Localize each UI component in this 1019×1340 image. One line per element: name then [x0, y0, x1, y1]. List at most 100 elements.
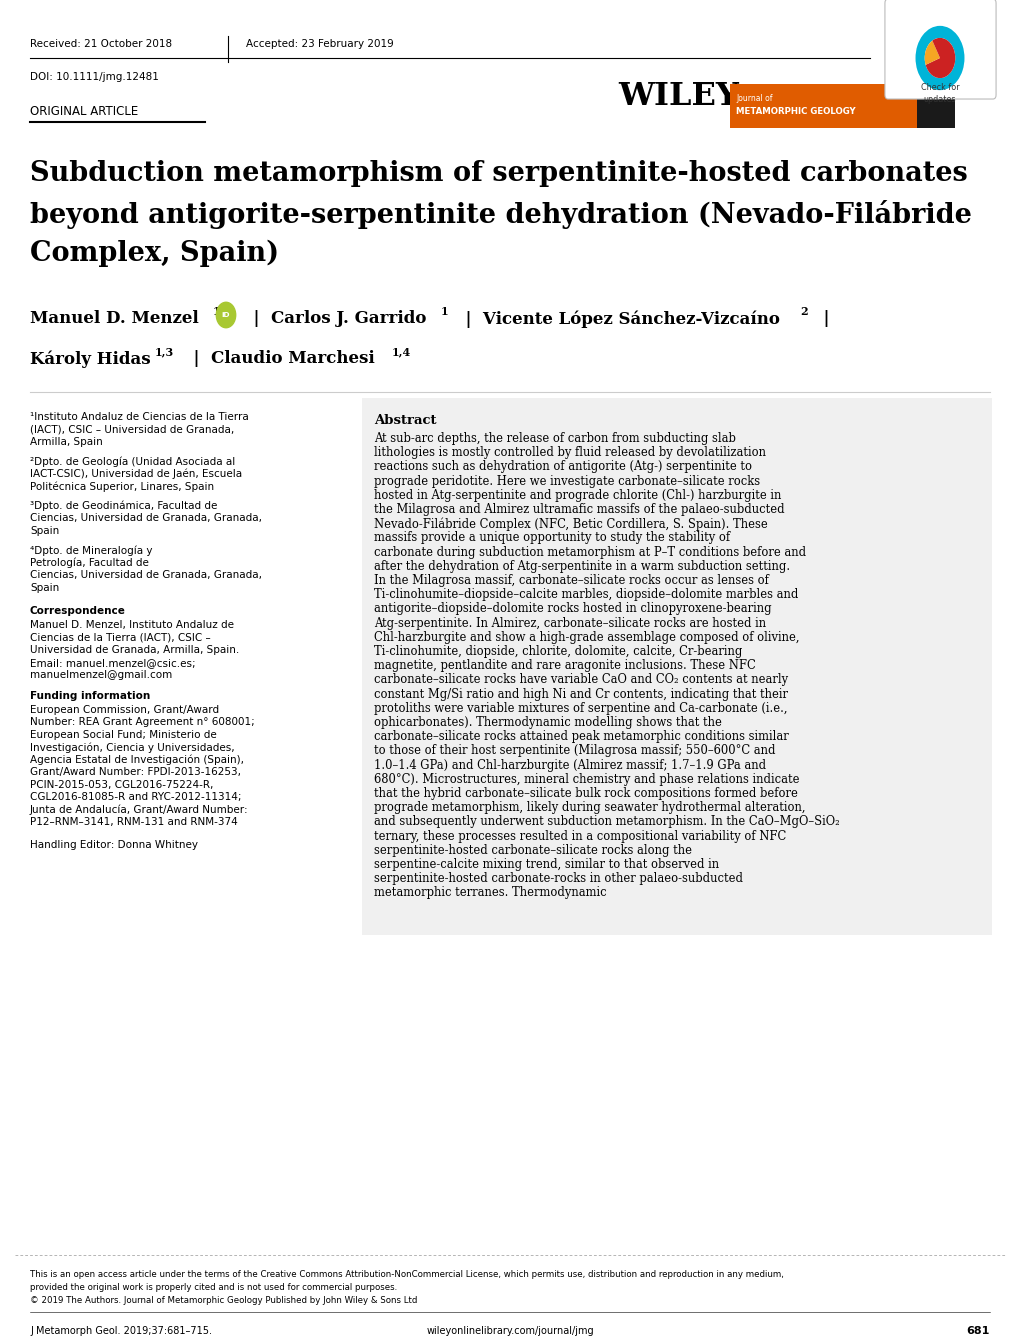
Text: Abstract: Abstract [374, 414, 436, 427]
Text: Ti-clinohumite–diopside–calcite marbles, diopside–dolomite marbles and: Ti-clinohumite–diopside–calcite marbles,… [374, 588, 798, 602]
Text: METAMORPHIC GEOLOGY: METAMORPHIC GEOLOGY [736, 107, 855, 117]
Text: |  Carlos J. Garrido: | Carlos J. Garrido [242, 310, 426, 327]
Wedge shape [924, 58, 955, 78]
Text: ²Dpto. de Geología (Unidad Asociada al: ²Dpto. de Geología (Unidad Asociada al [30, 457, 235, 468]
Text: that the hybrid carbonate–silicate bulk rock compositions formed before: that the hybrid carbonate–silicate bulk … [374, 787, 797, 800]
Text: Correspondence: Correspondence [30, 607, 125, 616]
Text: |: | [811, 310, 828, 327]
Text: serpentinite-hosted carbonate–silicate rocks along the: serpentinite-hosted carbonate–silicate r… [374, 844, 691, 856]
Text: ORIGINAL ARTICLE: ORIGINAL ARTICLE [30, 105, 139, 118]
Text: Armilla, Spain: Armilla, Spain [30, 437, 103, 448]
Text: ⁴Dpto. de Mineralogía y: ⁴Dpto. de Mineralogía y [30, 545, 153, 556]
Text: Manuel D. Menzel: Manuel D. Menzel [30, 310, 199, 327]
Text: CGL2016-81085-R and RYC-2012-11314;: CGL2016-81085-R and RYC-2012-11314; [30, 792, 242, 803]
Text: ophicarbonates). Thermodynamic modelling shows that the: ophicarbonates). Thermodynamic modelling… [374, 716, 721, 729]
Text: after the dehydration of Atg-serpentinite in a warm subduction setting.: after the dehydration of Atg-serpentinit… [374, 560, 790, 572]
Text: |  Vicente López Sánchez-Vizcaíno: | Vicente López Sánchez-Vizcaíno [453, 310, 780, 327]
Text: Ciencias de la Tierra (IACT), CSIC –: Ciencias de la Tierra (IACT), CSIC – [30, 632, 211, 643]
Text: 1,4: 1,4 [391, 346, 411, 356]
Text: 2: 2 [799, 306, 807, 318]
FancyBboxPatch shape [916, 84, 954, 129]
Text: At sub-arc depths, the release of carbon from subducting slab: At sub-arc depths, the release of carbon… [374, 431, 735, 445]
Text: IACT-CSIC), Universidad de Jaén, Escuela: IACT-CSIC), Universidad de Jaén, Escuela [30, 469, 242, 480]
Text: (IACT), CSIC – Universidad de Granada,: (IACT), CSIC – Universidad de Granada, [30, 425, 234, 434]
Text: lithologies is mostly controlled by fluid released by devolatilization: lithologies is mostly controlled by flui… [374, 446, 765, 460]
Text: carbonate–silicate rocks attained peak metamorphic conditions similar: carbonate–silicate rocks attained peak m… [374, 730, 788, 744]
FancyBboxPatch shape [730, 84, 954, 129]
Text: P12–RNM–3141, RNM-131 and RNM-374: P12–RNM–3141, RNM-131 and RNM-374 [30, 817, 237, 828]
Text: provided the original work is properly cited and is not used for commercial purp: provided the original work is properly c… [30, 1282, 396, 1292]
Text: ternary, these processes resulted in a compositional variability of NFC: ternary, these processes resulted in a c… [374, 829, 786, 843]
Text: and subsequently underwent subduction metamorphism. In the CaO–MgO–SiO₂: and subsequently underwent subduction me… [374, 816, 839, 828]
Text: ³Dpto. de Geodinámica, Facultad de: ³Dpto. de Geodinámica, Facultad de [30, 501, 217, 512]
Text: antigorite–diopside–dolomite rocks hosted in clinopyroxene-bearing: antigorite–diopside–dolomite rocks hoste… [374, 603, 770, 615]
Text: Journal of: Journal of [736, 94, 771, 103]
Text: magnetite, pentlandite and rare aragonite inclusions. These NFC: magnetite, pentlandite and rare aragonit… [374, 659, 755, 673]
FancyBboxPatch shape [362, 398, 991, 935]
Text: © 2019 The Authors. Journal of Metamorphic Geology Published by John Wiley & Son: © 2019 The Authors. Journal of Metamorph… [30, 1296, 417, 1305]
Text: 1,3: 1,3 [155, 346, 174, 356]
Text: Received: 21 October 2018: Received: 21 October 2018 [30, 39, 172, 50]
Text: Manuel D. Menzel, Instituto Andaluz de: Manuel D. Menzel, Instituto Andaluz de [30, 620, 233, 631]
Text: Grant/Award Number: FPDI-2013-16253,: Grant/Award Number: FPDI-2013-16253, [30, 768, 240, 777]
Text: Universidad de Granada, Armilla, Spain.: Universidad de Granada, Armilla, Spain. [30, 646, 239, 655]
Text: Ti-clinohumite, diopside, chlorite, dolomite, calcite, Cr-bearing: Ti-clinohumite, diopside, chlorite, dolo… [374, 645, 742, 658]
Text: metamorphic terranes. Thermodynamic: metamorphic terranes. Thermodynamic [374, 886, 606, 899]
Text: serpentine-calcite mixing trend, similar to that observed in: serpentine-calcite mixing trend, similar… [374, 858, 718, 871]
Text: constant Mg/Si ratio and high Ni and Cr contents, indicating that their: constant Mg/Si ratio and high Ni and Cr … [374, 687, 788, 701]
Text: Email: manuel.menzel@csic.es;: Email: manuel.menzel@csic.es; [30, 658, 196, 669]
Text: Number: REA Grant Agreement n° 608001;: Number: REA Grant Agreement n° 608001; [30, 717, 255, 728]
Text: 681: 681 [966, 1327, 989, 1336]
Wedge shape [915, 25, 964, 90]
Text: Junta de Andalucía, Grant/Award Number:: Junta de Andalucía, Grant/Award Number: [30, 805, 249, 816]
Text: prograde peridotite. Here we investigate carbonate–silicate rocks: prograde peridotite. Here we investigate… [374, 474, 759, 488]
Text: protoliths were variable mixtures of serpentine and Ca-carbonate (i.e.,: protoliths were variable mixtures of ser… [374, 702, 787, 714]
Text: Complex, Spain): Complex, Spain) [30, 240, 279, 268]
Text: Funding information: Funding information [30, 691, 150, 701]
Text: Spain: Spain [30, 583, 59, 594]
Text: Nevado-Filábride Complex (NFC, Betic Cordillera, S. Spain). These: Nevado-Filábride Complex (NFC, Betic Cor… [374, 517, 767, 531]
Text: Check for
updates: Check for updates [920, 83, 959, 103]
Text: This is an open access article under the terms of the Creative Commons Attributi: This is an open access article under the… [30, 1270, 784, 1278]
Text: 1: 1 [213, 306, 220, 318]
Text: beyond antigorite-serpentinite dehydration (Nevado-Filábride: beyond antigorite-serpentinite dehydrati… [30, 200, 971, 229]
Text: Ciencias, Universidad de Granada, Granada,: Ciencias, Universidad de Granada, Granad… [30, 513, 262, 524]
Text: 1: 1 [440, 306, 448, 318]
Text: |  Claudio Marchesi: | Claudio Marchesi [181, 350, 374, 367]
Wedge shape [931, 38, 955, 58]
Wedge shape [924, 40, 940, 64]
Text: to those of their host serpentinite (Milagrosa massif; 550–600°C and: to those of their host serpentinite (Mil… [374, 745, 774, 757]
Circle shape [216, 303, 235, 328]
Text: Politécnica Superior, Linares, Spain: Politécnica Superior, Linares, Spain [30, 481, 214, 492]
Text: Chl-harzburgite and show a high-grade assemblage composed of olivine,: Chl-harzburgite and show a high-grade as… [374, 631, 799, 643]
Text: European Social Fund; Ministerio de: European Social Fund; Ministerio de [30, 730, 217, 740]
Text: Accepted: 23 February 2019: Accepted: 23 February 2019 [246, 39, 393, 50]
Text: hosted in Atg-serpentinite and prograde chlorite (Chl-) harzburgite in: hosted in Atg-serpentinite and prograde … [374, 489, 781, 501]
Circle shape [915, 25, 964, 90]
Text: manuelmenzel@gmail.com: manuelmenzel@gmail.com [30, 670, 172, 681]
Text: Petrología, Facultad de: Petrología, Facultad de [30, 557, 149, 568]
Text: Agencia Estatal de Investigación (Spain),: Agencia Estatal de Investigación (Spain)… [30, 754, 244, 765]
Text: Subduction metamorphism of serpentinite-hosted carbonates: Subduction metamorphism of serpentinite-… [30, 159, 967, 188]
Text: wileyonlinelibrary.com/journal/jmg: wileyonlinelibrary.com/journal/jmg [426, 1327, 593, 1336]
Text: European Commission, Grant/Award: European Commission, Grant/Award [30, 705, 219, 716]
Text: Handling Editor: Donna Whitney: Handling Editor: Donna Whitney [30, 840, 198, 850]
Text: Atg-serpentinite. In Almirez, carbonate–silicate rocks are hosted in: Atg-serpentinite. In Almirez, carbonate–… [374, 616, 765, 630]
Text: Spain: Spain [30, 527, 59, 536]
Text: iD: iD [221, 312, 230, 318]
Text: serpentinite-hosted carbonate-rocks in other palaeo-subducted: serpentinite-hosted carbonate-rocks in o… [374, 872, 742, 886]
FancyBboxPatch shape [884, 0, 996, 99]
Text: In the Milagrosa massif, carbonate–silicate rocks occur as lenses of: In the Milagrosa massif, carbonate–silic… [374, 574, 768, 587]
Text: reactions such as dehydration of antigorite (Atg-) serpentinite to: reactions such as dehydration of antigor… [374, 461, 751, 473]
Text: carbonate during subduction metamorphism at P–T conditions before and: carbonate during subduction metamorphism… [374, 545, 805, 559]
Text: ¹Instituto Andaluz de Ciencias de la Tierra: ¹Instituto Andaluz de Ciencias de la Tie… [30, 411, 249, 422]
Text: PCIN-2015-053, CGL2016-75224-R,: PCIN-2015-053, CGL2016-75224-R, [30, 780, 213, 791]
Text: Károly Hidas: Károly Hidas [30, 350, 151, 367]
Text: J Metamorph Geol. 2019;37:681–715.: J Metamorph Geol. 2019;37:681–715. [30, 1327, 212, 1336]
Text: WILEY: WILEY [618, 80, 738, 113]
Text: Ciencias, Universidad de Granada, Granada,: Ciencias, Universidad de Granada, Granad… [30, 571, 262, 580]
Text: 680°C). Microstructures, mineral chemistry and phase relations indicate: 680°C). Microstructures, mineral chemist… [374, 773, 799, 785]
Text: Investigación, Ciencia y Universidades,: Investigación, Ciencia y Universidades, [30, 742, 234, 753]
Text: the Milagrosa and Almirez ultramafic massifs of the palaeo-subducted: the Milagrosa and Almirez ultramafic mas… [374, 502, 784, 516]
Text: prograde metamorphism, likely during seawater hydrothermal alteration,: prograde metamorphism, likely during sea… [374, 801, 805, 815]
